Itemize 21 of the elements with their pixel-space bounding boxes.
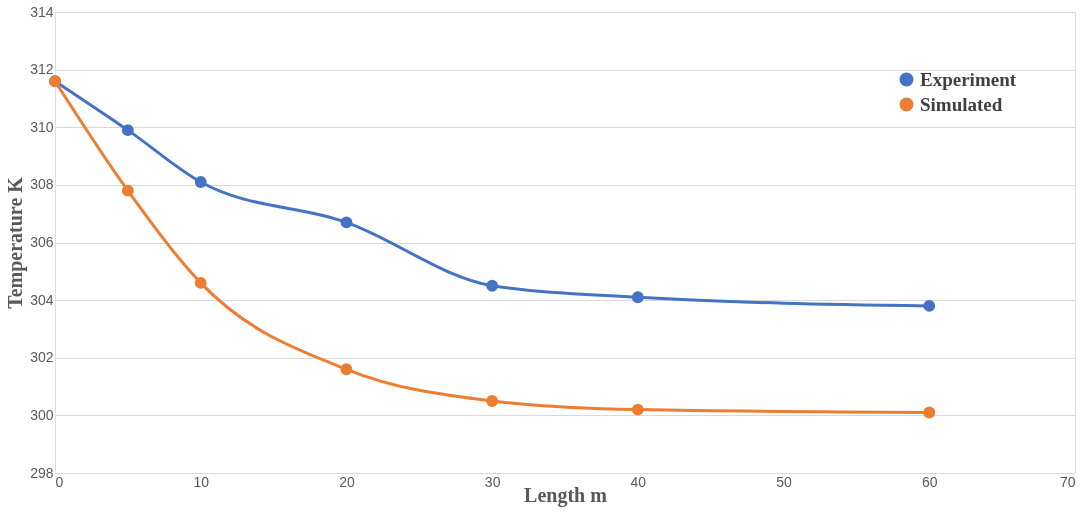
- y-tick-label: 314: [30, 3, 54, 20]
- x-tick-label: 20: [339, 473, 355, 490]
- x-tick-label: 30: [484, 473, 501, 490]
- x-tick-label: 10: [193, 473, 210, 490]
- x-tick-label: 0: [55, 473, 64, 490]
- y-tick-label: 304: [30, 291, 54, 308]
- x-tick-label: 40: [630, 473, 647, 490]
- x-tick-label: 50: [776, 473, 793, 490]
- y-axis-title: Temperature K: [4, 176, 28, 309]
- y-tick-label: 306: [30, 234, 54, 250]
- legend-label: Experiment: [920, 68, 1017, 90]
- y-tick-label: 310: [30, 118, 54, 135]
- y-tick-label: 298: [30, 464, 54, 481]
- legend-label: Simulated: [920, 93, 1003, 115]
- x-tick-label: 70: [1059, 473, 1076, 490]
- y-tick-label: 300: [30, 406, 54, 423]
- y-tick-label: 312: [30, 61, 54, 78]
- y-tick-label: 302: [30, 349, 54, 366]
- y-tick-label: 308: [30, 176, 54, 193]
- x-axis-title: Length m: [524, 483, 608, 507]
- x-tick-label: 60: [922, 473, 938, 490]
